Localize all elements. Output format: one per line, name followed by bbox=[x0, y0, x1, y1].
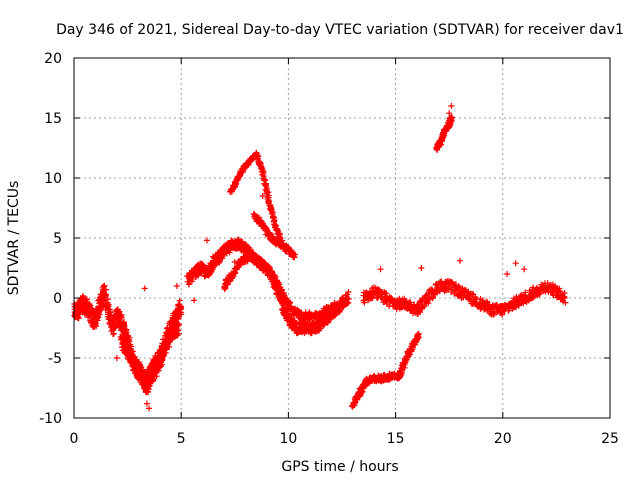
data-point bbox=[118, 311, 125, 318]
data-point bbox=[259, 171, 266, 178]
chart-title: Day 346 of 2021, Sidereal Day-to-day VTE… bbox=[56, 22, 624, 38]
data-point bbox=[556, 285, 563, 292]
data-point bbox=[409, 346, 416, 353]
data-point bbox=[285, 313, 292, 320]
data-point bbox=[331, 305, 338, 312]
data-point bbox=[126, 334, 133, 341]
x-tick-label: 20 bbox=[494, 431, 512, 447]
y-axis-title: SDTVAR / TECUs bbox=[6, 181, 22, 296]
data-point bbox=[522, 289, 529, 296]
outlier-point bbox=[446, 110, 453, 117]
data-point bbox=[103, 286, 110, 293]
data-point bbox=[491, 311, 498, 318]
data-point bbox=[159, 357, 166, 364]
data-point bbox=[561, 293, 568, 300]
data-point bbox=[118, 335, 125, 342]
axis-ticks bbox=[73, 57, 611, 419]
data-point bbox=[279, 301, 286, 308]
x-tick-label: 0 bbox=[70, 431, 79, 447]
data-point bbox=[140, 374, 147, 381]
data-point bbox=[448, 114, 455, 121]
data-point bbox=[177, 306, 184, 313]
data-point bbox=[276, 281, 283, 288]
data-point bbox=[562, 299, 569, 306]
x-tick-label: 10 bbox=[279, 431, 297, 447]
data-point bbox=[379, 293, 386, 300]
data-point bbox=[102, 292, 109, 299]
data-point bbox=[257, 160, 264, 167]
outlier-point bbox=[521, 266, 528, 273]
data-point bbox=[232, 180, 239, 187]
data-point bbox=[175, 330, 182, 337]
data-point bbox=[221, 284, 228, 291]
data-point bbox=[106, 311, 113, 318]
data-point bbox=[291, 254, 298, 261]
outlier-point bbox=[146, 405, 153, 412]
y-tick-label: -5 bbox=[48, 351, 62, 367]
data-point bbox=[425, 300, 432, 307]
data-point bbox=[166, 339, 173, 346]
data-point bbox=[415, 330, 422, 337]
data-point bbox=[185, 281, 192, 288]
data-point bbox=[104, 296, 111, 303]
data-point bbox=[128, 350, 135, 357]
y-tick-label: 15 bbox=[44, 111, 62, 127]
data-point bbox=[456, 284, 463, 291]
y-tick-label: -10 bbox=[39, 411, 62, 427]
data-points bbox=[71, 103, 569, 412]
outlier-point bbox=[259, 193, 266, 199]
x-axis-title: GPS time / hours bbox=[281, 459, 398, 475]
y-tick-label: 10 bbox=[44, 171, 62, 187]
data-point bbox=[281, 311, 288, 318]
outlier-point bbox=[191, 297, 198, 304]
data-point bbox=[544, 280, 551, 287]
y-tick-label: 20 bbox=[44, 51, 62, 67]
y-tick-label: 5 bbox=[53, 231, 62, 247]
outlier-point bbox=[512, 260, 519, 267]
outlier-point bbox=[141, 285, 148, 292]
data-point bbox=[515, 302, 522, 309]
data-point bbox=[149, 377, 156, 384]
x-tick-label: 25 bbox=[601, 431, 619, 447]
x-tick-label: 15 bbox=[387, 431, 405, 447]
data-point bbox=[336, 308, 343, 315]
data-point bbox=[166, 343, 173, 350]
x-tick-label: 5 bbox=[177, 431, 186, 447]
data-point bbox=[121, 322, 128, 329]
data-point bbox=[490, 310, 497, 317]
outlier-point bbox=[456, 257, 463, 264]
outlier-point bbox=[418, 265, 425, 271]
y-tick-labels: -10 -5 0 5 10 15 20 bbox=[39, 51, 62, 427]
data-point bbox=[332, 304, 339, 311]
data-point bbox=[332, 311, 339, 318]
outlier-point bbox=[448, 103, 455, 109]
outlier-point bbox=[231, 259, 238, 265]
data-point bbox=[331, 299, 338, 306]
outlier-point bbox=[377, 266, 384, 273]
data-point bbox=[175, 327, 182, 334]
outlier-point bbox=[345, 289, 352, 295]
outlier-point bbox=[173, 283, 180, 289]
outlier-point bbox=[504, 271, 511, 277]
outlier-point bbox=[169, 331, 176, 337]
data-point bbox=[345, 295, 352, 302]
data-point bbox=[123, 329, 130, 336]
data-point bbox=[175, 321, 182, 328]
outlier-point bbox=[143, 400, 150, 407]
data-point bbox=[95, 314, 102, 321]
data-point bbox=[483, 307, 490, 314]
data-point bbox=[224, 281, 231, 288]
x-tick-labels: 0 5 10 15 20 25 bbox=[70, 431, 619, 447]
data-point bbox=[105, 303, 112, 310]
data-point bbox=[407, 299, 414, 306]
data-point bbox=[448, 115, 455, 122]
y-tick-label: 0 bbox=[53, 291, 62, 307]
outlier-point bbox=[113, 355, 120, 361]
data-point bbox=[93, 323, 100, 330]
outlier-point bbox=[203, 237, 210, 244]
data-point bbox=[513, 293, 520, 300]
